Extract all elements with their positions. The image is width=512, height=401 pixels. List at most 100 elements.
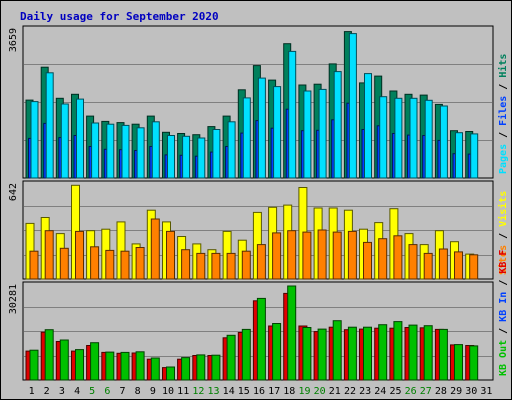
- bar-pages-day-14: [227, 121, 236, 179]
- bar-kb-out-day-28: [438, 328, 448, 381]
- bar-sites-day-10: [166, 230, 175, 280]
- bar-pages-day-20: [318, 88, 327, 179]
- bar-kb-out-day-20: [317, 328, 327, 381]
- bar-sites-day-26: [408, 244, 418, 280]
- bar-kb-out-day-29: [454, 344, 463, 381]
- x-tick-label-day-7: 7: [119, 386, 125, 397]
- bar-pages-day-28: [439, 105, 448, 179]
- bar-sites-day-17: [272, 232, 282, 280]
- legend-label-files: Files: [497, 96, 509, 126]
- bar-kb-out-day-8: [135, 351, 145, 381]
- bar-sites-day-4: [75, 230, 84, 280]
- x-tick-label-day-11: 11: [177, 386, 189, 397]
- x-tick-label-day-17: 17: [268, 386, 280, 397]
- bar-pages-day-5: [91, 122, 100, 179]
- bar-sites-day-14: [226, 252, 236, 280]
- bar-kb-out-day-22: [347, 326, 357, 381]
- bar-sites-day-2: [44, 230, 54, 280]
- x-tick-label-day-23: 23: [359, 386, 371, 397]
- x-tick-label-day-16: 16: [253, 386, 265, 397]
- bar-sites-day-3: [59, 247, 69, 280]
- x-tick-label-day-26: 26: [405, 386, 417, 397]
- bar-sites-day-18: [287, 230, 297, 280]
- bar-sites-day-8: [135, 247, 145, 280]
- legend-visits-sites: Sites / Visits: [497, 191, 509, 275]
- bar-kb-out-day-14: [226, 334, 236, 381]
- bar-pages-day-19: [303, 90, 312, 179]
- x-tick-label-day-4: 4: [74, 386, 80, 397]
- bar-pages-day-16: [257, 77, 266, 179]
- bar-kb-out-day-10: [166, 366, 175, 381]
- legend-separator: /: [498, 322, 509, 340]
- bar-pages-day-4: [76, 98, 84, 179]
- legend-hits-files-pages: Pages / Files / Hits: [497, 54, 509, 174]
- bar-pages-day-8: [136, 127, 145, 179]
- bar-kb-out-day-27: [423, 325, 433, 381]
- bar-sites-day-13: [211, 252, 221, 280]
- y-max-label-visits-sites: 642: [8, 183, 19, 201]
- bar-kb-out-day-12: [196, 354, 206, 381]
- bar-pages-day-29: [455, 132, 463, 179]
- bar-sites-day-28: [438, 248, 448, 280]
- bar-pages-day-17: [273, 86, 282, 179]
- bar-kb-out-day-15: [241, 328, 251, 381]
- bar-sites-day-27: [423, 252, 433, 280]
- bar-kb-out-day-4: [75, 349, 84, 381]
- bar-kb-out-day-18: [287, 285, 297, 381]
- bar-pages-day-11: [182, 135, 191, 179]
- x-tick-label-day-20: 20: [314, 386, 326, 397]
- x-tick-label-day-28: 28: [435, 386, 447, 397]
- bar-kb-out-day-24: [378, 324, 388, 381]
- x-tick-label-day-10: 10: [162, 386, 174, 397]
- bar-pages-day-23: [364, 73, 372, 179]
- bar-pages-day-10: [167, 135, 175, 179]
- legend-separator: /: [498, 78, 509, 96]
- bar-kb-out-day-7: [120, 351, 130, 381]
- legend-label-kb-f: KB F: [498, 250, 509, 274]
- bar-kb-out-day-17: [272, 323, 282, 381]
- bar-kb-out-day-25: [393, 321, 403, 381]
- bar-sites-day-15: [241, 250, 251, 280]
- bar-sites-day-16: [256, 244, 266, 280]
- bar-pages-day-22: [348, 33, 357, 179]
- bar-sites-day-11: [181, 249, 191, 280]
- bar-kb-out-day-3: [59, 339, 69, 381]
- bar-kb-out-day-23: [363, 326, 372, 381]
- bar-kb-out-day-13: [211, 354, 221, 381]
- legend-label-kb-out: KB Out: [498, 340, 509, 376]
- y-max-label-hits-files-pages: 3659: [8, 28, 19, 52]
- legend-separator: /: [498, 126, 509, 144]
- bar-pages-day-27: [424, 99, 433, 179]
- x-tick-label-day-5: 5: [89, 386, 95, 397]
- bar-sites-day-5: [90, 246, 100, 280]
- bar-sites-day-1: [29, 250, 39, 280]
- bar-kb-out-day-9: [150, 357, 160, 381]
- bar-sites-day-23: [363, 241, 372, 280]
- bar-pages-day-30: [470, 133, 479, 179]
- x-tick-label-day-8: 8: [135, 386, 141, 397]
- bar-kb-out-day-11: [181, 357, 191, 381]
- x-tick-label-day-14: 14: [223, 386, 235, 397]
- bar-pages-day-15: [242, 97, 251, 179]
- x-tick-label-day-13: 13: [207, 386, 219, 397]
- bar-kb-out-day-6: [105, 351, 115, 381]
- x-tick-label-day-12: 12: [192, 386, 204, 397]
- bar-kb-out-day-16: [256, 297, 266, 381]
- legend-label-visits: Visits: [497, 191, 509, 227]
- x-tick-label-day-27: 27: [420, 386, 432, 397]
- x-tick-label-day-24: 24: [374, 386, 386, 397]
- bar-sites-day-9: [150, 218, 160, 280]
- bar-sites-day-6: [105, 249, 115, 280]
- bar-sites-day-30: [469, 254, 479, 280]
- x-tick-label-day-9: 9: [150, 386, 156, 397]
- bar-pages-day-7: [121, 124, 130, 179]
- y-max-label-kbytes: 30281: [8, 284, 19, 314]
- legend-label-sites: Sites: [497, 245, 509, 275]
- x-tick-label-day-29: 29: [450, 386, 462, 397]
- x-tick-label-day-22: 22: [344, 386, 356, 397]
- bar-sites-day-24: [378, 238, 388, 280]
- bar-pages-day-12: [197, 137, 206, 179]
- bar-sites-day-19: [302, 231, 312, 280]
